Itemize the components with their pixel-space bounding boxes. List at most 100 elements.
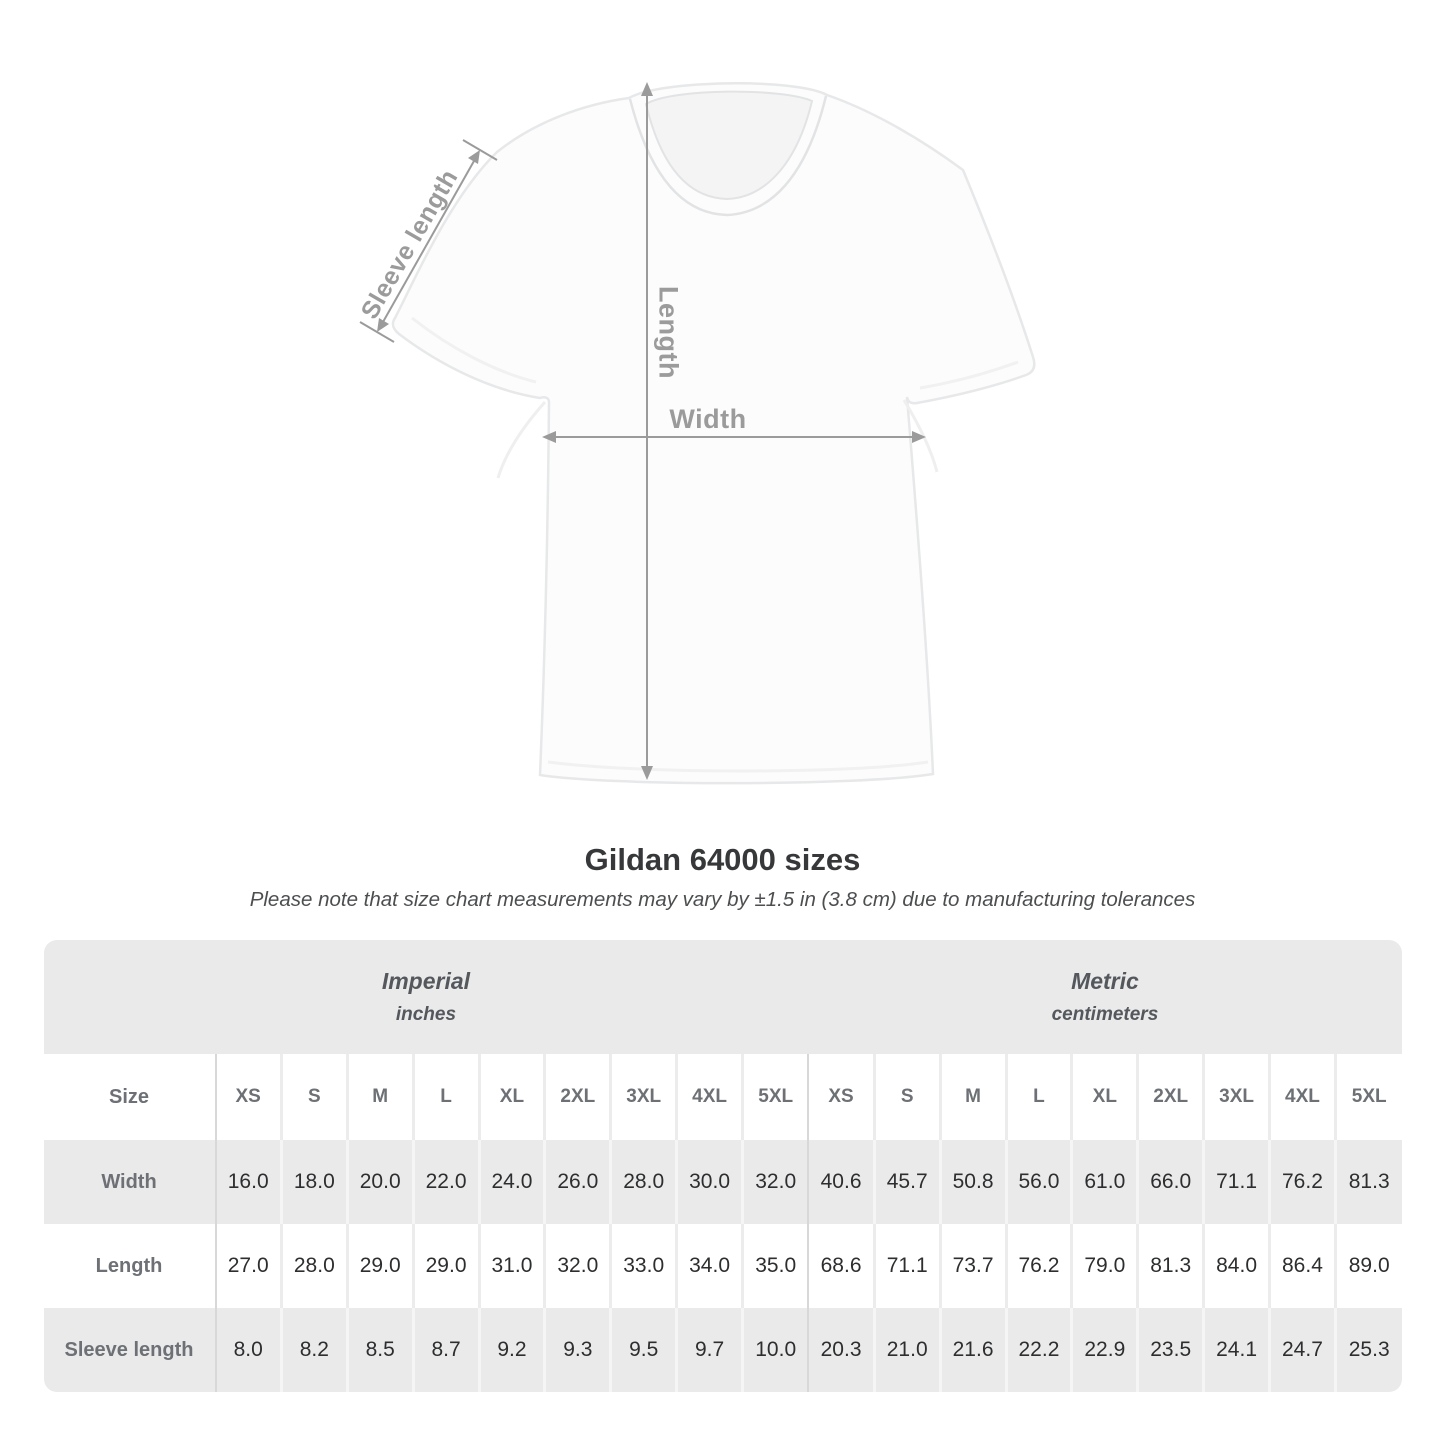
size-col-metric: 5XL bbox=[1333, 1054, 1402, 1140]
value-cell: 20.3 bbox=[807, 1308, 875, 1392]
value-cell: 22.2 bbox=[1004, 1308, 1072, 1392]
value-cell: 8.5 bbox=[345, 1308, 414, 1392]
row-label: Sleeve length bbox=[64, 1338, 194, 1361]
size-col-imperial: 5XL bbox=[741, 1054, 809, 1140]
value-cell: 81.3 bbox=[1333, 1140, 1402, 1224]
value-cell: 76.2 bbox=[1004, 1224, 1072, 1308]
value-cell: 28.0 bbox=[609, 1140, 677, 1224]
value-cell: 68.6 bbox=[807, 1224, 875, 1308]
value-cell: 20.0 bbox=[345, 1140, 414, 1224]
unit-header-metric: Metric centimeters bbox=[808, 940, 1402, 1054]
value-cell: 81.3 bbox=[1136, 1224, 1204, 1308]
value-cell: 9.7 bbox=[675, 1308, 743, 1392]
value-cell: 29.0 bbox=[345, 1224, 414, 1308]
value-cell: 28.0 bbox=[279, 1224, 348, 1308]
size-col-metric: 4XL bbox=[1268, 1054, 1336, 1140]
value-cell: 35.0 bbox=[741, 1224, 809, 1308]
value-cell: 27.0 bbox=[214, 1224, 282, 1308]
unit-header-imperial: Imperial inches bbox=[43, 940, 809, 1054]
size-col-metric: XL bbox=[1070, 1054, 1138, 1140]
size-guide-figure: Sleeve length Length Width bbox=[356, 82, 1036, 785]
tshirt-shape bbox=[391, 82, 1036, 785]
size-table-container: Imperial inches Metric centimeters Size … bbox=[43, 940, 1402, 1392]
value-cell: 22.9 bbox=[1070, 1308, 1138, 1392]
imperial-label: Imperial bbox=[381, 968, 471, 994]
value-cell: 18.0 bbox=[279, 1140, 348, 1224]
length-arrow bbox=[641, 82, 653, 780]
size-table: Imperial inches Metric centimeters Size … bbox=[43, 940, 1402, 1392]
size-col-imperial: 3XL bbox=[609, 1054, 677, 1140]
size-col-imperial: M bbox=[345, 1054, 414, 1140]
value-cell: 89.0 bbox=[1333, 1224, 1402, 1308]
value-cell: 56.0 bbox=[1004, 1140, 1072, 1224]
value-cell: 24.0 bbox=[477, 1140, 545, 1224]
value-cell: 26.0 bbox=[543, 1140, 611, 1224]
value-cell: 86.4 bbox=[1268, 1224, 1336, 1308]
size-col-imperial: XL bbox=[477, 1054, 545, 1140]
metric-label: Metric bbox=[1071, 968, 1139, 994]
size-col-imperial: XS bbox=[214, 1054, 282, 1140]
size-col-metric: L bbox=[1004, 1054, 1072, 1140]
table-row-sleeve-length: Sleeve length 8.0 8.2 8.5 8.7 9.2 9.3 9.… bbox=[43, 1308, 1402, 1392]
width-arrow bbox=[542, 431, 926, 443]
size-col-imperial: L bbox=[411, 1054, 479, 1140]
row-label: Width bbox=[101, 1170, 157, 1193]
size-col-metric: M bbox=[938, 1054, 1006, 1140]
value-cell: 23.5 bbox=[1136, 1308, 1204, 1392]
value-cell: 8.7 bbox=[411, 1308, 479, 1392]
value-cell: 9.3 bbox=[543, 1308, 611, 1392]
page-subtitle: Please note that size chart measurements… bbox=[249, 888, 1196, 911]
value-cell: 9.2 bbox=[477, 1308, 545, 1392]
width-label: Width bbox=[669, 404, 747, 434]
value-cell: 29.0 bbox=[411, 1224, 479, 1308]
value-cell: 22.0 bbox=[411, 1140, 479, 1224]
value-cell: 31.0 bbox=[477, 1224, 545, 1308]
value-cell: 16.0 bbox=[214, 1140, 282, 1224]
size-col-metric: 2XL bbox=[1136, 1054, 1204, 1140]
size-header-label: Size bbox=[108, 1085, 150, 1108]
value-cell: 61.0 bbox=[1070, 1140, 1138, 1224]
size-col-metric: 3XL bbox=[1202, 1054, 1270, 1140]
metric-sublabel: centimeters bbox=[1051, 1004, 1159, 1025]
table-row-length: Length 27.0 28.0 29.0 29.0 31.0 32.0 33.… bbox=[43, 1224, 1402, 1308]
value-cell: 76.2 bbox=[1268, 1140, 1336, 1224]
value-cell: 40.6 bbox=[807, 1140, 875, 1224]
value-cell: 45.7 bbox=[872, 1140, 941, 1224]
value-cell: 24.1 bbox=[1202, 1308, 1270, 1392]
size-col-metric: XS bbox=[807, 1054, 875, 1140]
value-cell: 73.7 bbox=[938, 1224, 1006, 1308]
value-cell: 32.0 bbox=[741, 1140, 809, 1224]
value-cell: 50.8 bbox=[938, 1140, 1006, 1224]
value-cell: 66.0 bbox=[1136, 1140, 1204, 1224]
table-row-width: Width 16.0 18.0 20.0 22.0 24.0 26.0 28.0… bbox=[43, 1140, 1402, 1224]
value-cell: 84.0 bbox=[1202, 1224, 1270, 1308]
value-cell: 33.0 bbox=[609, 1224, 677, 1308]
value-cell: 71.1 bbox=[1202, 1140, 1270, 1224]
value-cell: 34.0 bbox=[675, 1224, 743, 1308]
page-title: Gildan 64000 sizes bbox=[584, 842, 861, 877]
value-cell: 10.0 bbox=[741, 1308, 809, 1392]
value-cell: 21.0 bbox=[872, 1308, 941, 1392]
sleeve-length-arrow bbox=[359, 139, 498, 343]
size-col-metric: S bbox=[872, 1054, 941, 1140]
value-cell: 8.0 bbox=[214, 1308, 282, 1392]
value-cell: 24.7 bbox=[1268, 1308, 1336, 1392]
length-label: Length bbox=[653, 286, 684, 379]
value-cell: 8.2 bbox=[279, 1308, 348, 1392]
value-cell: 30.0 bbox=[675, 1140, 743, 1224]
value-cell: 71.1 bbox=[872, 1224, 941, 1308]
value-cell: 9.5 bbox=[609, 1308, 677, 1392]
value-cell: 21.6 bbox=[938, 1308, 1006, 1392]
measurement-arrows bbox=[359, 82, 926, 780]
value-cell: 25.3 bbox=[1333, 1308, 1402, 1392]
value-cell: 32.0 bbox=[543, 1224, 611, 1308]
imperial-sublabel: inches bbox=[395, 1004, 457, 1025]
value-cell: 79.0 bbox=[1070, 1224, 1138, 1308]
tshirt-image bbox=[359, 82, 1036, 785]
size-col-imperial: 4XL bbox=[675, 1054, 743, 1140]
unit-header-row: Imperial inches Metric centimeters bbox=[43, 940, 1402, 1054]
size-col-imperial: 2XL bbox=[543, 1054, 611, 1140]
row-label: Length bbox=[95, 1254, 163, 1277]
size-header-row: Size XS S M L XL 2XL 3XL 4XL 5XL XS S M … bbox=[43, 1054, 1402, 1140]
size-col-imperial: S bbox=[279, 1054, 348, 1140]
